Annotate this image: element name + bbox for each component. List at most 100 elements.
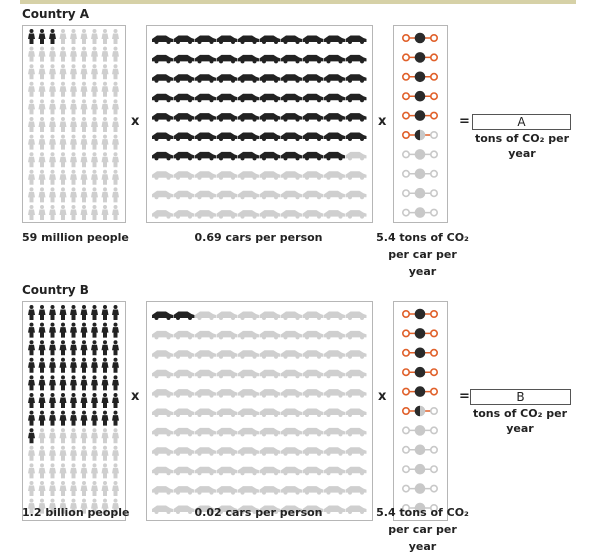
car-icon (281, 74, 302, 83)
person-icon (59, 152, 67, 168)
person-icon (91, 428, 98, 444)
car-icon (216, 447, 238, 456)
person-icon (112, 445, 119, 461)
car-icon (302, 427, 324, 437)
person-icon (101, 187, 109, 203)
car-icon (302, 369, 324, 379)
person-icon (49, 393, 56, 408)
car-icon (281, 389, 302, 398)
person-icon (112, 393, 119, 408)
person-icon (112, 498, 119, 514)
car-icon (152, 447, 173, 456)
person-icon (112, 169, 119, 185)
person-icon (59, 322, 67, 338)
answer-box-a[interactable]: A (472, 114, 571, 130)
person-icon (49, 205, 56, 220)
person-icon (59, 340, 67, 356)
car-icon (238, 171, 259, 180)
co2-molecule-icon (402, 425, 438, 436)
car-icon (259, 427, 281, 437)
multiply-sign: x (378, 389, 387, 404)
car-icon (345, 408, 367, 417)
co2-molecule-icon (402, 502, 438, 514)
car-icon (281, 190, 302, 200)
co2-molecule-icon (402, 71, 438, 83)
person-icon (91, 134, 98, 150)
car-icon (302, 171, 324, 180)
person-icon (59, 410, 67, 426)
car-icon (173, 113, 195, 122)
cars-pictogram (152, 35, 367, 219)
car-icon (238, 447, 259, 456)
car-icon (259, 447, 281, 456)
car-icon (238, 486, 259, 495)
car-icon (259, 369, 281, 379)
car-icon (324, 389, 345, 398)
person-icon (49, 481, 56, 496)
car-icon (259, 190, 281, 200)
car-icon (345, 505, 367, 514)
car-icon (195, 190, 216, 200)
co2-molecule-icon (402, 444, 438, 456)
person-icon (91, 117, 98, 132)
person-icon (91, 187, 98, 203)
car-icon (173, 190, 195, 200)
person-icon (80, 410, 88, 426)
person-icon (38, 340, 46, 356)
person-icon (80, 305, 88, 320)
car-icon (302, 311, 324, 320)
car-icon (152, 311, 173, 320)
car-icon (152, 486, 173, 495)
person-icon (59, 99, 67, 115)
car-icon (238, 210, 259, 219)
person-icon (91, 463, 98, 479)
person-icon (28, 340, 35, 356)
person-icon (112, 305, 119, 320)
person-icon (80, 393, 88, 408)
car-icon (281, 171, 302, 180)
multiply-sign: x (131, 389, 140, 404)
person-icon (80, 445, 88, 461)
person-icon (101, 481, 109, 496)
car-icon (195, 486, 216, 495)
car-icon (302, 466, 324, 476)
person-icon (59, 375, 67, 391)
car-icon (324, 311, 345, 320)
person-icon (101, 81, 109, 97)
co2-panel (393, 25, 448, 223)
person-icon (38, 463, 46, 479)
person-icon (28, 99, 35, 115)
car-icon (324, 132, 345, 141)
car-icon (195, 350, 216, 359)
co2-molecule-icon (402, 366, 438, 378)
car-icon (216, 369, 238, 379)
car-icon (216, 113, 238, 122)
car-icon (302, 408, 324, 417)
person-icon (28, 205, 35, 220)
person-icon (59, 64, 67, 80)
car-icon (324, 74, 345, 83)
person-icon (70, 169, 77, 185)
car-icon (281, 330, 302, 340)
person-icon (38, 393, 46, 408)
car-icon (173, 505, 195, 514)
co2-pictogram (402, 308, 438, 514)
answer-box-b[interactable]: B (470, 389, 571, 405)
person-icon (101, 340, 109, 356)
person-icon (59, 29, 67, 44)
car-icon (259, 389, 281, 398)
people-panel (22, 301, 126, 521)
person-icon (91, 445, 98, 461)
person-icon (112, 134, 119, 150)
car-icon (195, 369, 216, 379)
car-icon (152, 35, 173, 44)
car-icon (281, 505, 302, 514)
car-icon (173, 369, 195, 379)
person-icon (101, 463, 109, 479)
person-icon (49, 498, 56, 514)
person-icon (28, 134, 35, 150)
car-icon (302, 113, 324, 122)
person-icon (112, 481, 119, 496)
car-icon (238, 113, 259, 122)
co2-molecule-icon (402, 52, 438, 63)
